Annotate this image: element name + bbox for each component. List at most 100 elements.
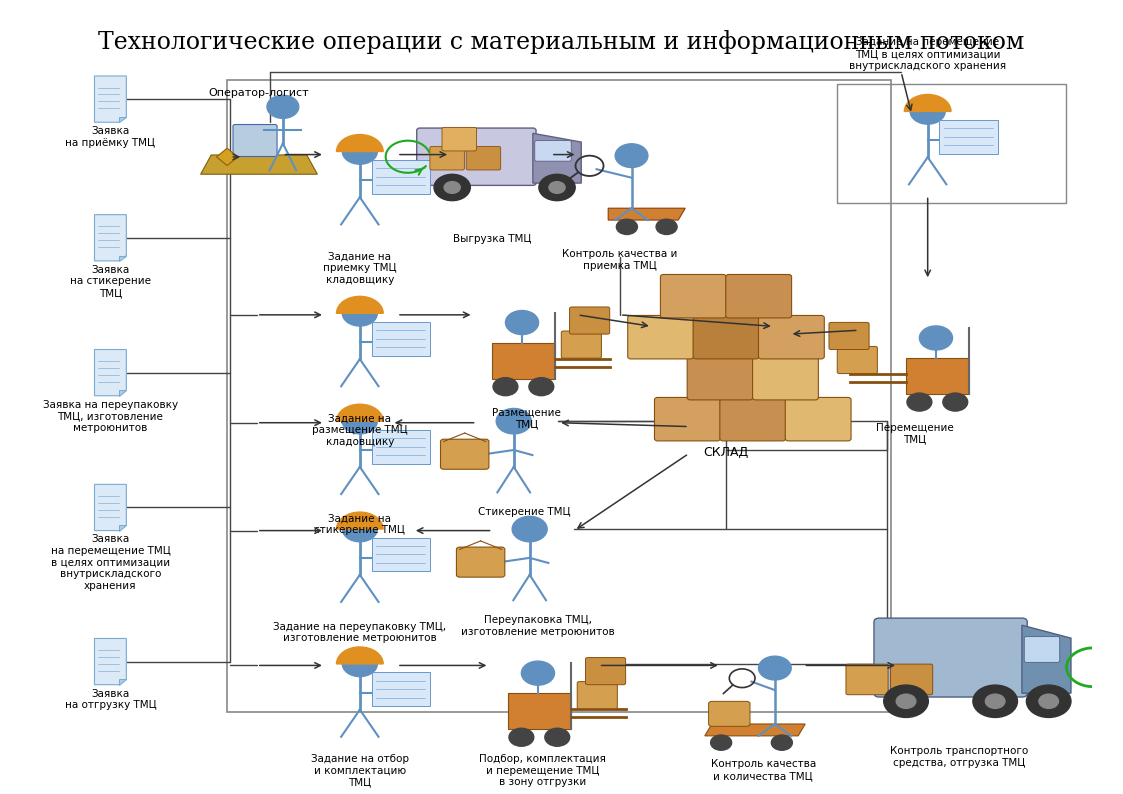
FancyBboxPatch shape [562,331,602,358]
Circle shape [907,393,932,411]
FancyBboxPatch shape [466,146,501,170]
Circle shape [509,728,533,746]
Polygon shape [532,133,582,183]
Polygon shape [609,208,685,220]
Polygon shape [94,349,126,395]
FancyBboxPatch shape [838,346,877,373]
Text: Задание на перемещение
ТМЦ в целях оптимизации
внутрискладского хранения: Задание на перемещение ТМЦ в целях оптим… [849,37,1006,71]
FancyBboxPatch shape [758,315,824,359]
Circle shape [920,326,952,350]
Circle shape [943,393,968,411]
Polygon shape [119,117,126,122]
Circle shape [973,685,1017,718]
Polygon shape [508,693,572,729]
Circle shape [433,175,471,201]
FancyBboxPatch shape [577,681,618,709]
Text: Заявка
на перемещение ТМЦ
в целях оптимизации
внутрискладского
хранения: Заявка на перемещение ТМЦ в целях оптими… [51,534,171,591]
Circle shape [343,301,377,326]
Circle shape [758,656,792,680]
FancyBboxPatch shape [709,701,750,727]
Circle shape [711,735,732,750]
Polygon shape [1022,625,1071,693]
Polygon shape [119,256,126,261]
FancyBboxPatch shape [430,146,465,170]
Text: Заявка
на приёмку ТМЦ: Заявка на приёмку ТМЦ [65,126,155,148]
FancyBboxPatch shape [725,275,792,318]
Circle shape [496,408,531,434]
FancyBboxPatch shape [829,322,869,349]
FancyBboxPatch shape [655,398,720,441]
Polygon shape [372,430,430,464]
Circle shape [521,661,555,685]
Text: СКЛАД: СКЛАД [703,446,749,459]
Circle shape [545,728,569,746]
Circle shape [343,139,377,164]
Text: Выгрузка ТМЦ: Выгрузка ТМЦ [454,234,531,244]
Circle shape [493,378,518,395]
Circle shape [1039,694,1059,708]
Text: Технологические операции с материальным и информационным потоком: Технологические операции с материальным … [99,29,1024,54]
FancyBboxPatch shape [585,657,626,684]
FancyBboxPatch shape [846,664,888,695]
Text: Задание на переупаковку ТМЦ,
изготовление метроюнитов: Задание на переупаковку ТМЦ, изготовлени… [273,622,447,643]
Text: Контроль качества
и количества ТМЦ: Контроль качества и количества ТМЦ [711,759,815,781]
Polygon shape [905,358,969,394]
Polygon shape [94,76,126,122]
Text: Задание на
размещение ТМЦ
кладовщику: Задание на размещение ТМЦ кладовщику [312,414,408,447]
Text: Стикерение ТМЦ: Стикерение ТМЦ [478,507,570,518]
Text: Контроль качества и
приемка ТМЦ: Контроль качества и приемка ТМЦ [563,249,677,271]
Text: Заявка на переупаковку
ТМЦ, изготовление
метроюнитов: Заявка на переупаковку ТМЦ, изготовление… [43,399,177,433]
Text: Заявка
на отгрузку ТМЦ: Заявка на отгрузку ТМЦ [65,688,156,710]
Polygon shape [372,538,430,572]
Wedge shape [337,512,383,529]
FancyBboxPatch shape [440,439,489,469]
FancyBboxPatch shape [456,547,505,577]
Circle shape [343,408,377,434]
Circle shape [549,182,565,193]
Circle shape [1026,685,1071,718]
Polygon shape [705,724,805,736]
Circle shape [505,310,539,334]
Text: Переупаковка ТМЦ,
изготовление метроюнитов: Переупаковка ТМЦ, изготовление метроюнит… [462,615,615,637]
FancyBboxPatch shape [535,141,572,161]
Polygon shape [119,680,126,684]
Circle shape [985,694,1005,708]
Polygon shape [119,525,126,530]
FancyBboxPatch shape [232,125,277,156]
Polygon shape [372,673,430,707]
Circle shape [615,144,648,168]
Polygon shape [94,214,126,261]
Polygon shape [201,155,318,174]
Circle shape [656,219,677,234]
FancyBboxPatch shape [752,357,819,400]
FancyBboxPatch shape [569,307,610,334]
Text: Перемещение
ТМЦ: Перемещение ТМЦ [876,422,953,445]
FancyBboxPatch shape [785,398,851,441]
Polygon shape [939,120,997,154]
Circle shape [343,516,377,542]
Text: Задание на
стикерение ТМЦ: Задание на стикерение ТМЦ [314,514,405,535]
Circle shape [617,219,638,234]
Text: Размещение
ТМЦ: Размещение ТМЦ [492,407,560,429]
Polygon shape [372,160,430,194]
Polygon shape [94,484,126,530]
Wedge shape [904,94,951,111]
FancyBboxPatch shape [693,315,759,359]
FancyBboxPatch shape [720,398,786,441]
Circle shape [910,98,946,124]
Text: Задание на
приемку ТМЦ
кладовщику: Задание на приемку ТМЦ кладовщику [323,252,396,285]
Text: Заявка
на стикерение
ТМЦ: Заявка на стикерение ТМЦ [70,264,150,298]
Circle shape [896,694,916,708]
Polygon shape [492,342,555,379]
Wedge shape [337,134,383,152]
FancyBboxPatch shape [891,664,933,695]
Text: Подбор, комплектация
и перемещение ТМЦ
в зону отгрузки: Подбор, комплектация и перемещение ТМЦ в… [478,754,605,787]
Circle shape [444,182,460,193]
Circle shape [772,735,793,750]
Circle shape [539,175,575,201]
Wedge shape [337,296,383,314]
Polygon shape [217,148,238,166]
FancyBboxPatch shape [1024,637,1060,662]
Text: Задание на отбор
и комплектацию
ТМЦ: Задание на отбор и комплектацию ТМЦ [311,754,409,787]
FancyBboxPatch shape [660,275,727,318]
